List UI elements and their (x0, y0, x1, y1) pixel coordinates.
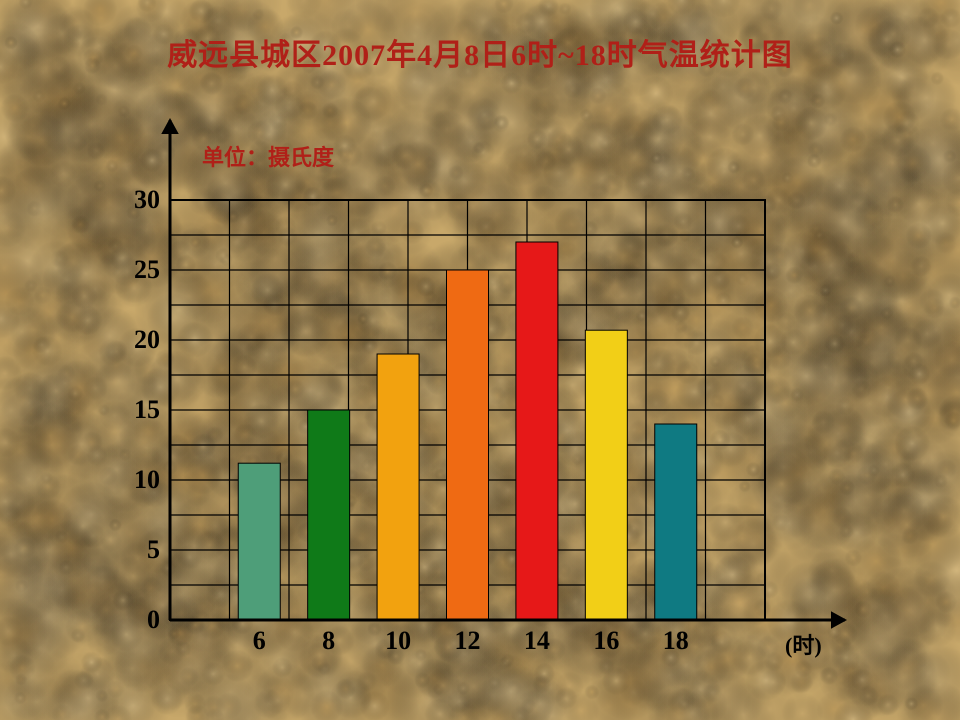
x-tick-label: 10 (368, 626, 428, 656)
x-tick-label: 8 (299, 626, 359, 656)
bar-chart (160, 110, 855, 630)
bar (238, 463, 280, 620)
x-tick-label: 6 (229, 626, 289, 656)
y-tick-label: 20 (110, 325, 160, 355)
y-tick-label: 30 (110, 185, 160, 215)
x-tick-label: 12 (438, 626, 498, 656)
bar (516, 242, 558, 620)
bar (377, 354, 419, 620)
bar (585, 330, 627, 620)
x-tick-label: 14 (507, 626, 567, 656)
y-tick-label: 5 (110, 535, 160, 565)
chart-title: 威远县城区2007年4月8日6时~18时气温统计图 (0, 30, 960, 74)
y-tick-label: 10 (110, 465, 160, 495)
bar (308, 410, 350, 620)
y-tick-label: 15 (110, 395, 160, 425)
x-tick-label: 16 (576, 626, 636, 656)
x-axis-unit: (时) (785, 628, 822, 660)
bar (447, 270, 489, 620)
bar (655, 424, 697, 620)
x-tick-label: 18 (646, 626, 706, 656)
y-tick-label: 0 (110, 605, 160, 635)
y-tick-label: 25 (110, 255, 160, 285)
